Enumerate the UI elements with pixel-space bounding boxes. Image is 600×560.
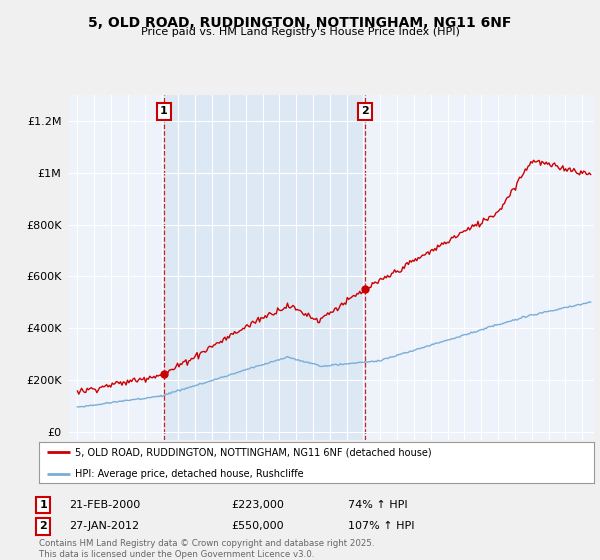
Text: 1: 1 [40,500,47,510]
Text: 21-FEB-2000: 21-FEB-2000 [69,500,140,510]
Text: £223,000: £223,000 [231,500,284,510]
Text: Price paid vs. HM Land Registry's House Price Index (HPI): Price paid vs. HM Land Registry's House … [140,27,460,37]
Text: 1: 1 [160,106,167,116]
Text: 2: 2 [40,521,47,531]
Text: 107% ↑ HPI: 107% ↑ HPI [348,521,415,531]
Text: 5, OLD ROAD, RUDDINGTON, NOTTINGHAM, NG11 6NF: 5, OLD ROAD, RUDDINGTON, NOTTINGHAM, NG1… [88,16,512,30]
Text: 5, OLD ROAD, RUDDINGTON, NOTTINGHAM, NG11 6NF (detached house): 5, OLD ROAD, RUDDINGTON, NOTTINGHAM, NG1… [75,447,432,458]
Text: £550,000: £550,000 [231,521,284,531]
Text: HPI: Average price, detached house, Rushcliffe: HPI: Average price, detached house, Rush… [75,469,304,479]
Text: Contains HM Land Registry data © Crown copyright and database right 2025.
This d: Contains HM Land Registry data © Crown c… [39,539,374,559]
Bar [164,95,365,440]
Text: 27-JAN-2012: 27-JAN-2012 [69,521,139,531]
Text: 2: 2 [361,106,368,116]
Text: 74% ↑ HPI: 74% ↑ HPI [348,500,407,510]
